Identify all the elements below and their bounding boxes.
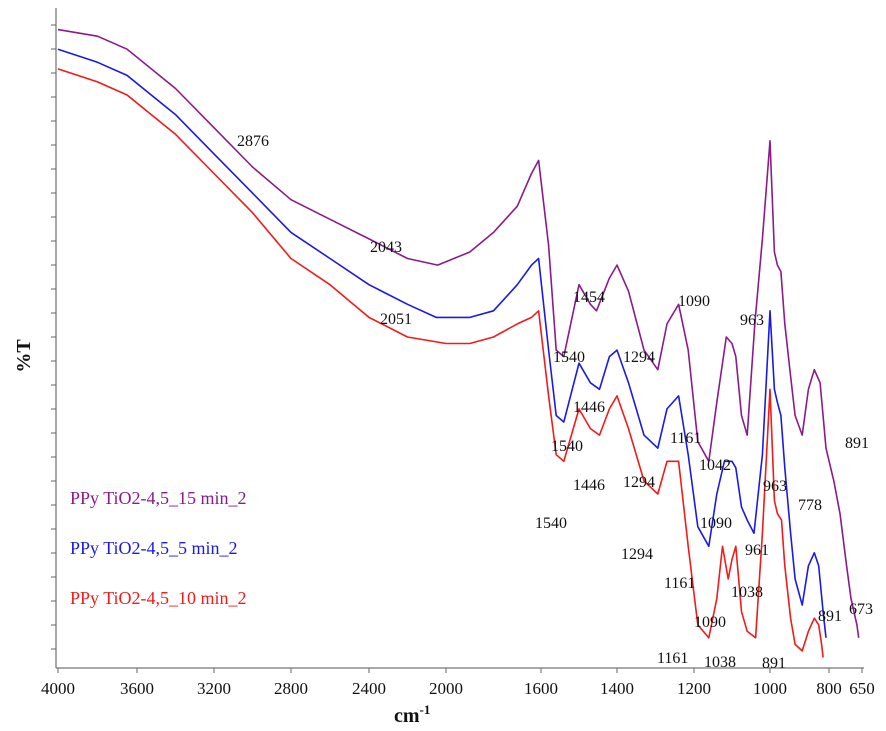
x-axis-ticks: 4000 3600 3200 2800 2400 2000 1600 1400 1200 1000… xyxy=(41,668,875,698)
x-axis-title: cm-1 xyxy=(394,702,430,727)
peak-label: 891 xyxy=(818,608,842,625)
peak-label: 1090 xyxy=(678,293,710,310)
x-tick-label: 4000 xyxy=(41,679,75,698)
peak-label: 1540 xyxy=(535,515,567,532)
peak-label: 1161 xyxy=(657,650,688,667)
peak-label: 1038 xyxy=(731,584,763,601)
peak-label: 963 xyxy=(763,478,787,495)
plot-frame xyxy=(55,8,864,669)
series-line-3 xyxy=(57,68,824,658)
y-axis-ticks xyxy=(51,24,56,650)
peak-label: 1540 xyxy=(553,349,585,366)
x-tick-label: 2400 xyxy=(352,679,386,698)
peak-annotations: 2876 2043 2051 1454 1540 1446 1540 1446 1540 1294… xyxy=(237,133,873,672)
x-tick-label: 2800 xyxy=(274,679,308,698)
y-axis-title: %T xyxy=(13,339,35,373)
x-tick-label: 2000 xyxy=(429,679,463,698)
legend-entry: PPy TiO2-4,5_15 min_2 xyxy=(70,488,247,508)
x-tick-label: 1600 xyxy=(524,679,558,698)
peak-label: 1090 xyxy=(700,515,732,532)
peak-label: 1446 xyxy=(573,477,605,494)
peak-label: 961 xyxy=(745,542,769,559)
legend-entry: PPy TiO2-4,5_5 min_2 xyxy=(70,538,238,558)
peak-label: 2051 xyxy=(380,311,412,328)
legend: PPy TiO2-4,5_15 min_2 PPy TiO2-4,5_5 min_… xyxy=(70,488,247,608)
peak-label: 2043 xyxy=(370,239,402,256)
peak-label: 1446 xyxy=(573,399,605,416)
peak-label: 1454 xyxy=(573,289,605,306)
series-line-2 xyxy=(57,48,827,638)
peak-label: 1294 xyxy=(621,546,653,563)
x-tick-label: 3200 xyxy=(197,679,231,698)
x-tick-label: 1400 xyxy=(600,679,634,698)
peak-label: 2876 xyxy=(237,133,269,150)
peak-label: 1540 xyxy=(551,438,583,455)
series-line-1 xyxy=(57,28,860,638)
peak-label: 1294 xyxy=(623,474,655,491)
peak-label: 891 xyxy=(762,655,786,672)
series-lines xyxy=(57,28,860,658)
peak-label: 1161 xyxy=(670,430,701,447)
x-tick-label: 800 xyxy=(816,679,842,698)
peak-label: 1042 xyxy=(699,457,731,474)
x-axis-title-superscript: -1 xyxy=(420,702,431,717)
peak-label: 673 xyxy=(849,601,873,618)
legend-entry: PPy TiO2-4,5_10 min_2 xyxy=(70,588,247,608)
peak-label: 1090 xyxy=(694,614,726,631)
peak-label: 1294 xyxy=(623,349,655,366)
peak-label: 891 xyxy=(845,435,869,452)
x-tick-label: 650 xyxy=(849,679,875,698)
peak-label: 963 xyxy=(740,312,764,329)
peak-label: 1161 xyxy=(664,575,695,592)
peak-label: 1038 xyxy=(704,654,736,671)
peak-label: 778 xyxy=(798,497,822,514)
x-tick-label: 1200 xyxy=(677,679,711,698)
x-tick-label: 3600 xyxy=(120,679,154,698)
x-tick-label: 1000 xyxy=(753,679,787,698)
